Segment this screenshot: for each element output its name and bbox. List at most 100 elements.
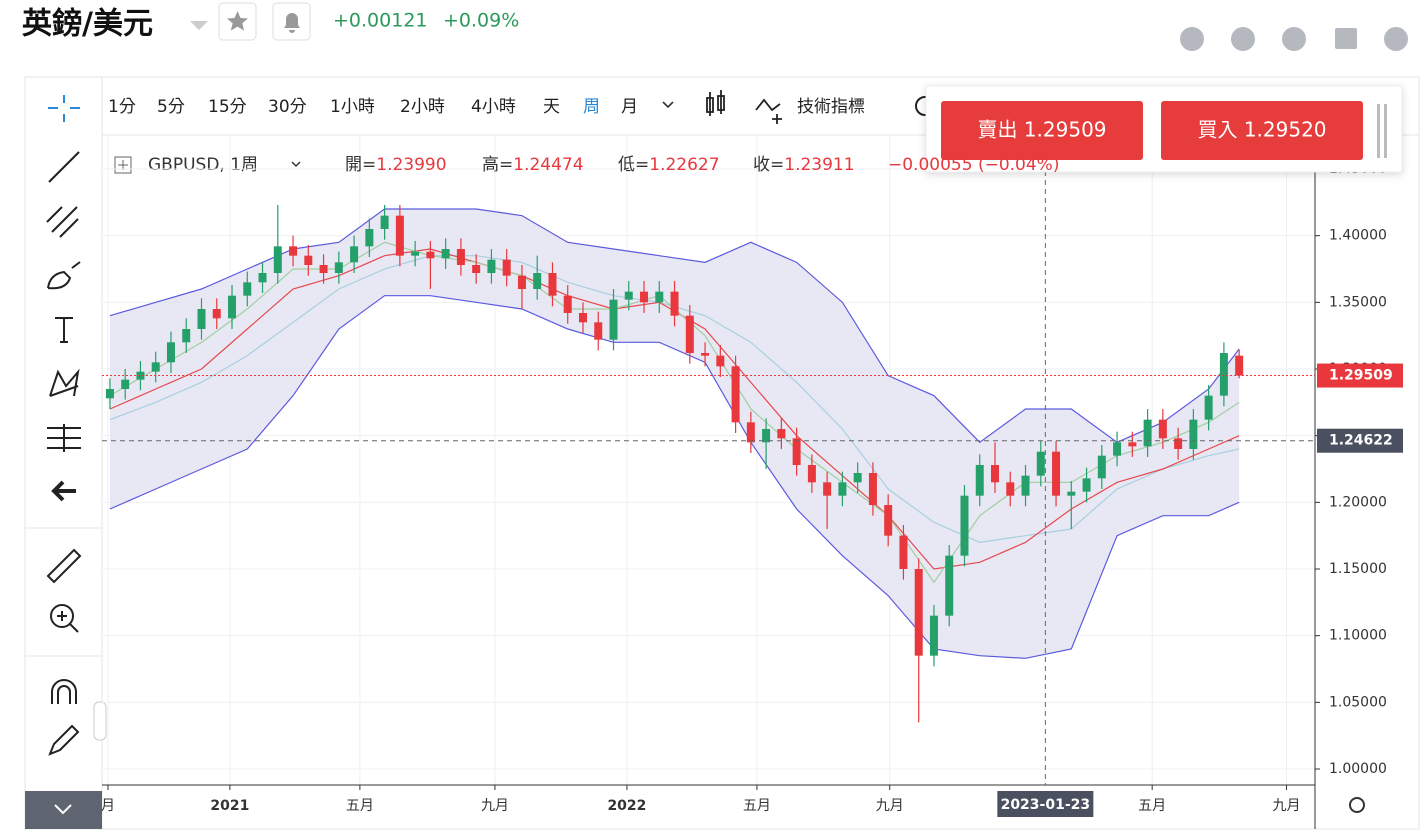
plot: 1.000001.050001.100001.150001.200001.250… xyxy=(101,135,1403,829)
candle-body xyxy=(716,355,725,367)
candle-body xyxy=(426,251,435,259)
candle-body xyxy=(655,291,664,303)
candle-body xyxy=(182,329,191,343)
timeframe-button[interactable]: 4小時 xyxy=(471,97,516,117)
candle-body xyxy=(1189,419,1198,449)
y-tick-label: 1.10000 xyxy=(1329,628,1387,644)
brush-tool[interactable] xyxy=(47,261,81,290)
x-tick-label: 五月 xyxy=(743,798,771,814)
x-tick-label: 2021 xyxy=(210,798,249,814)
candle-body xyxy=(731,366,740,423)
candle-body xyxy=(289,246,298,256)
x-tick-label: 九月 xyxy=(876,798,904,814)
candle-body xyxy=(1006,482,1015,496)
dropdown[interactable] xyxy=(190,21,208,30)
y-tick-label: 1.15000 xyxy=(1329,561,1387,577)
star-icon xyxy=(227,11,248,31)
indicator-icon xyxy=(755,98,782,124)
ruler-tool[interactable] xyxy=(46,548,82,584)
candle-body xyxy=(1128,442,1137,447)
candle-body xyxy=(258,273,267,283)
candle-body xyxy=(1235,355,1244,376)
candle-body xyxy=(212,309,221,319)
legend-chevron[interactable] xyxy=(291,161,301,168)
legend-label: 低= xyxy=(618,155,649,175)
y-tick-label: 1.05000 xyxy=(1329,694,1387,710)
back-tool[interactable] xyxy=(51,480,76,502)
candle-body xyxy=(945,555,954,616)
more-timeframes[interactable] xyxy=(662,101,674,109)
candle-body xyxy=(1204,395,1213,420)
chart-type-button[interactable] xyxy=(706,90,725,116)
pattern-tool[interactable] xyxy=(49,368,80,397)
candle-body xyxy=(1082,478,1091,492)
info-icon[interactable] xyxy=(1384,27,1408,51)
bell-icon xyxy=(284,13,300,33)
x-tick-label: 五月 xyxy=(1138,798,1166,814)
compass-icon[interactable] xyxy=(1231,27,1255,51)
line-tool[interactable] xyxy=(48,151,80,183)
candle-body xyxy=(304,255,313,265)
timeframe-button[interactable]: 周 xyxy=(583,97,600,117)
timeframe-button[interactable]: 1小時 xyxy=(330,97,375,117)
candle-body xyxy=(243,282,252,296)
sidebar-toggle[interactable] xyxy=(93,701,107,741)
gauge-icon[interactable] xyxy=(1282,27,1306,51)
timeframe-button[interactable]: 月 xyxy=(621,97,638,117)
candle-body xyxy=(975,465,984,496)
candle-body xyxy=(578,313,587,323)
timeframe-button[interactable]: 天 xyxy=(543,97,560,117)
legend-value: 1.23990 xyxy=(376,155,446,175)
candle-body xyxy=(166,342,175,363)
fib-tool[interactable] xyxy=(46,206,79,238)
crosshair-tool[interactable] xyxy=(48,95,80,122)
crosshair-x-box xyxy=(997,791,1094,817)
timeframe-button[interactable]: 5分 xyxy=(157,97,185,117)
settings-sun[interactable] xyxy=(1349,797,1365,813)
measure-tool[interactable] xyxy=(47,424,81,452)
candle-body xyxy=(563,295,572,313)
candle-body xyxy=(1143,419,1152,447)
crosshair-y-label: 1.24622 xyxy=(1329,433,1393,449)
calendar-icon[interactable] xyxy=(1335,28,1357,49)
buy-label: 買入 1.29520 xyxy=(1197,118,1326,142)
indicators-button[interactable]: 技術指標 xyxy=(797,97,865,117)
buy-button[interactable] xyxy=(1161,101,1363,160)
candle-body xyxy=(624,291,633,300)
timeframe-button[interactable]: 2小時 xyxy=(400,97,445,117)
legend-value: 1.24474 xyxy=(513,155,583,175)
drag-handle[interactable] xyxy=(1377,104,1387,158)
legend-label: 開= xyxy=(345,155,376,175)
line-ma-green xyxy=(109,241,1240,584)
sell-button[interactable] xyxy=(941,101,1143,160)
timeframe-button[interactable]: 1分 xyxy=(108,97,136,117)
pie-icon[interactable] xyxy=(1180,27,1204,51)
x-tick-label: 2022 xyxy=(607,798,646,814)
crosshair-y-box xyxy=(1317,428,1403,453)
change: +0.00121 xyxy=(333,10,428,32)
change-pct: +0.09% xyxy=(443,10,519,32)
timeframe-button[interactable]: 30分 xyxy=(268,97,307,117)
candle-body xyxy=(762,429,771,443)
y-tick-label: 1.20000 xyxy=(1329,494,1387,510)
zoom-tool[interactable] xyxy=(50,604,74,628)
candle-body xyxy=(472,265,481,273)
title: 英鎊/美元 xyxy=(22,7,153,42)
collapse-button[interactable] xyxy=(25,791,102,829)
candle-body xyxy=(853,473,862,483)
candle-body xyxy=(884,505,893,536)
magnet-tool[interactable] xyxy=(51,679,77,704)
lock-draw-tool[interactable] xyxy=(48,724,80,756)
candle-body xyxy=(1036,451,1045,476)
legend-toggle[interactable] xyxy=(114,156,132,174)
text-tool[interactable] xyxy=(55,317,73,343)
candle-body xyxy=(868,473,877,505)
candle-body xyxy=(319,265,328,273)
candle-body xyxy=(991,465,1000,483)
candle-body xyxy=(228,295,237,319)
candle-body xyxy=(380,215,389,229)
candle-body xyxy=(792,438,801,465)
candle-body xyxy=(533,273,542,289)
timeframe-button[interactable]: 15分 xyxy=(208,97,247,117)
candle-body xyxy=(1021,475,1030,496)
